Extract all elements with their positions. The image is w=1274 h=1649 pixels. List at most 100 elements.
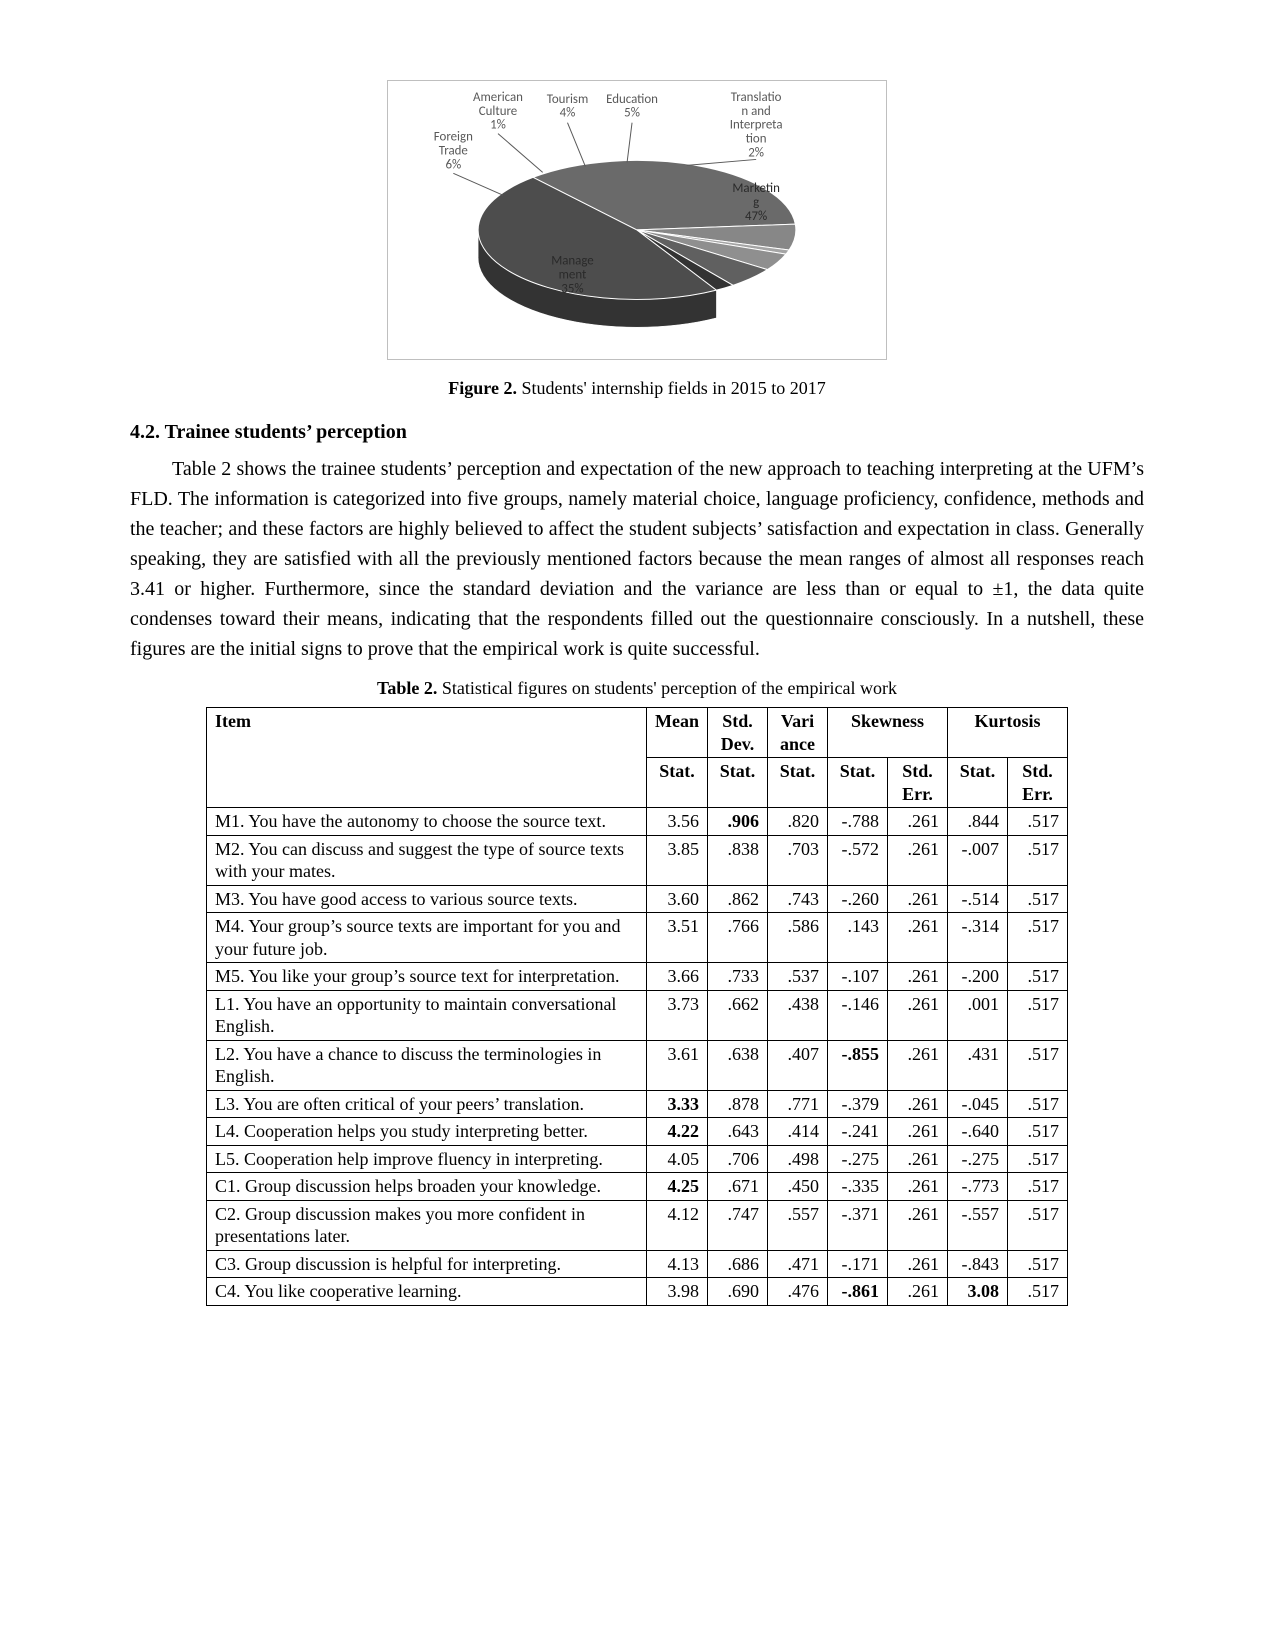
table-cell: .431: [948, 1040, 1008, 1090]
table-cell: M1. You have the autonomy to choose the …: [207, 808, 647, 836]
pie-label-foreign_trade: Foreign: [434, 130, 473, 145]
table-cell: .662: [708, 990, 768, 1040]
table-cell: .261: [888, 885, 948, 913]
pie-leader-line: [568, 123, 586, 167]
figure-caption-text: Students' internship fields in 2015 to 2…: [521, 378, 825, 398]
pie-label-marketing: g: [753, 195, 759, 210]
pie-label-foreign_trade: Trade: [439, 143, 468, 158]
table-cell: -.241: [828, 1118, 888, 1146]
table-cell: -.514: [948, 885, 1008, 913]
figure-caption: Figure 2. Students' internship fields in…: [130, 378, 1144, 399]
table-cell: .143: [828, 913, 888, 963]
table-cell: C3. Group discussion is helpful for inte…: [207, 1250, 647, 1278]
table-row: L3. You are often critical of your peers…: [207, 1090, 1068, 1118]
table-cell: M2. You can discuss and suggest the type…: [207, 835, 647, 885]
pie-label-translation: Interpreta: [730, 118, 783, 133]
table-cell: .878: [708, 1090, 768, 1118]
table-cell: .517: [1008, 1040, 1068, 1090]
table-row: C3. Group discussion is helpful for inte…: [207, 1250, 1068, 1278]
pie-label-translation: Translatio: [731, 90, 782, 105]
th-sk-stat: Stat.: [828, 758, 888, 808]
table-cell: 4.05: [647, 1145, 708, 1173]
table-cell: .261: [888, 1118, 948, 1146]
table-cell: L2. You have a chance to discuss the ter…: [207, 1040, 647, 1090]
th-mean: Mean: [647, 708, 708, 758]
table-row: M1. You have the autonomy to choose the …: [207, 808, 1068, 836]
table-cell: .517: [1008, 1278, 1068, 1306]
pie-label-translation: n and: [741, 104, 770, 119]
pie-label-management: Manage: [551, 254, 594, 269]
table-cell: .001: [948, 990, 1008, 1040]
th-skewness: Skewness: [828, 708, 948, 758]
table-cell: .862: [708, 885, 768, 913]
stats-table-head: Item Mean Std. Dev. Vari ance Skewness K…: [207, 708, 1068, 808]
table-cell: 3.56: [647, 808, 708, 836]
table-cell: .671: [708, 1173, 768, 1201]
stats-table: Item Mean Std. Dev. Vari ance Skewness K…: [206, 707, 1068, 1306]
table-cell: .261: [888, 1278, 948, 1306]
table-cell: -.843: [948, 1250, 1008, 1278]
table-cell: .261: [888, 808, 948, 836]
table-cell: .638: [708, 1040, 768, 1090]
table-cell: L5. Cooperation help improve fluency in …: [207, 1145, 647, 1173]
table-cell: L4. Cooperation helps you study interpre…: [207, 1118, 647, 1146]
table-row: M5. You like your group’s source text fo…: [207, 963, 1068, 991]
table-cell: .733: [708, 963, 768, 991]
table-cell: 3.51: [647, 913, 708, 963]
table-cell: .844: [948, 808, 1008, 836]
th-ku-err: Std. Err.: [1008, 758, 1068, 808]
table-cell: M4. Your group’s source texts are import…: [207, 913, 647, 963]
table-cell: -.200: [948, 963, 1008, 991]
table-cell: -.379: [828, 1090, 888, 1118]
table-cell: M5. You like your group’s source text fo…: [207, 963, 647, 991]
table-cell: .517: [1008, 885, 1068, 913]
table-cell: .414: [768, 1118, 828, 1146]
table-cell: L1. You have an opportunity to maintain …: [207, 990, 647, 1040]
table-cell: .703: [768, 835, 828, 885]
table-cell: .517: [1008, 808, 1068, 836]
pie-label-tourism: Tourism: [547, 92, 589, 107]
table-caption: Table 2. Statistical figures on students…: [130, 678, 1144, 699]
table-cell: -.146: [828, 990, 888, 1040]
table-cell: .407: [768, 1040, 828, 1090]
table-cell: .438: [768, 990, 828, 1040]
pie-label-management: 35%: [561, 281, 583, 296]
table-cell: .261: [888, 990, 948, 1040]
table-cell: -.107: [828, 963, 888, 991]
table-cell: -.335: [828, 1173, 888, 1201]
pie-label-management: ment: [559, 268, 587, 283]
table-cell: C2. Group discussion makes you more conf…: [207, 1200, 647, 1250]
th-sk-err: Std. Err.: [888, 758, 948, 808]
table-cell: .838: [708, 835, 768, 885]
table-caption-num: Table 2.: [377, 678, 437, 698]
th-stddev: Std. Dev.: [708, 708, 768, 758]
pie-label-american_culture: 1%: [490, 118, 506, 133]
table-cell: -.171: [828, 1250, 888, 1278]
table-cell: .517: [1008, 913, 1068, 963]
table-cell: -.640: [948, 1118, 1008, 1146]
table-cell: 3.85: [647, 835, 708, 885]
table-cell: -.260: [828, 885, 888, 913]
table-row: M2. You can discuss and suggest the type…: [207, 835, 1068, 885]
table-cell: .686: [708, 1250, 768, 1278]
pie-label-marketing: Marketin: [732, 181, 779, 196]
table-cell: .517: [1008, 990, 1068, 1040]
table-cell: -.371: [828, 1200, 888, 1250]
table-cell: 3.98: [647, 1278, 708, 1306]
table-cell: .586: [768, 913, 828, 963]
pie-label-tourism: 4%: [560, 106, 576, 121]
table-cell: C1. Group discussion helps broaden your …: [207, 1173, 647, 1201]
table-cell: .643: [708, 1118, 768, 1146]
table-cell: L3. You are often critical of your peers…: [207, 1090, 647, 1118]
th-item: Item: [207, 708, 647, 808]
pie-label-education: 5%: [624, 106, 640, 121]
table-cell: .517: [1008, 963, 1068, 991]
table-cell: -.045: [948, 1090, 1008, 1118]
table-cell: .820: [768, 808, 828, 836]
pie-leader-line: [498, 134, 543, 173]
table-cell: .771: [768, 1090, 828, 1118]
table-cell: .517: [1008, 1090, 1068, 1118]
table-cell: .498: [768, 1145, 828, 1173]
table-cell: 4.25: [647, 1173, 708, 1201]
table-cell: .517: [1008, 835, 1068, 885]
